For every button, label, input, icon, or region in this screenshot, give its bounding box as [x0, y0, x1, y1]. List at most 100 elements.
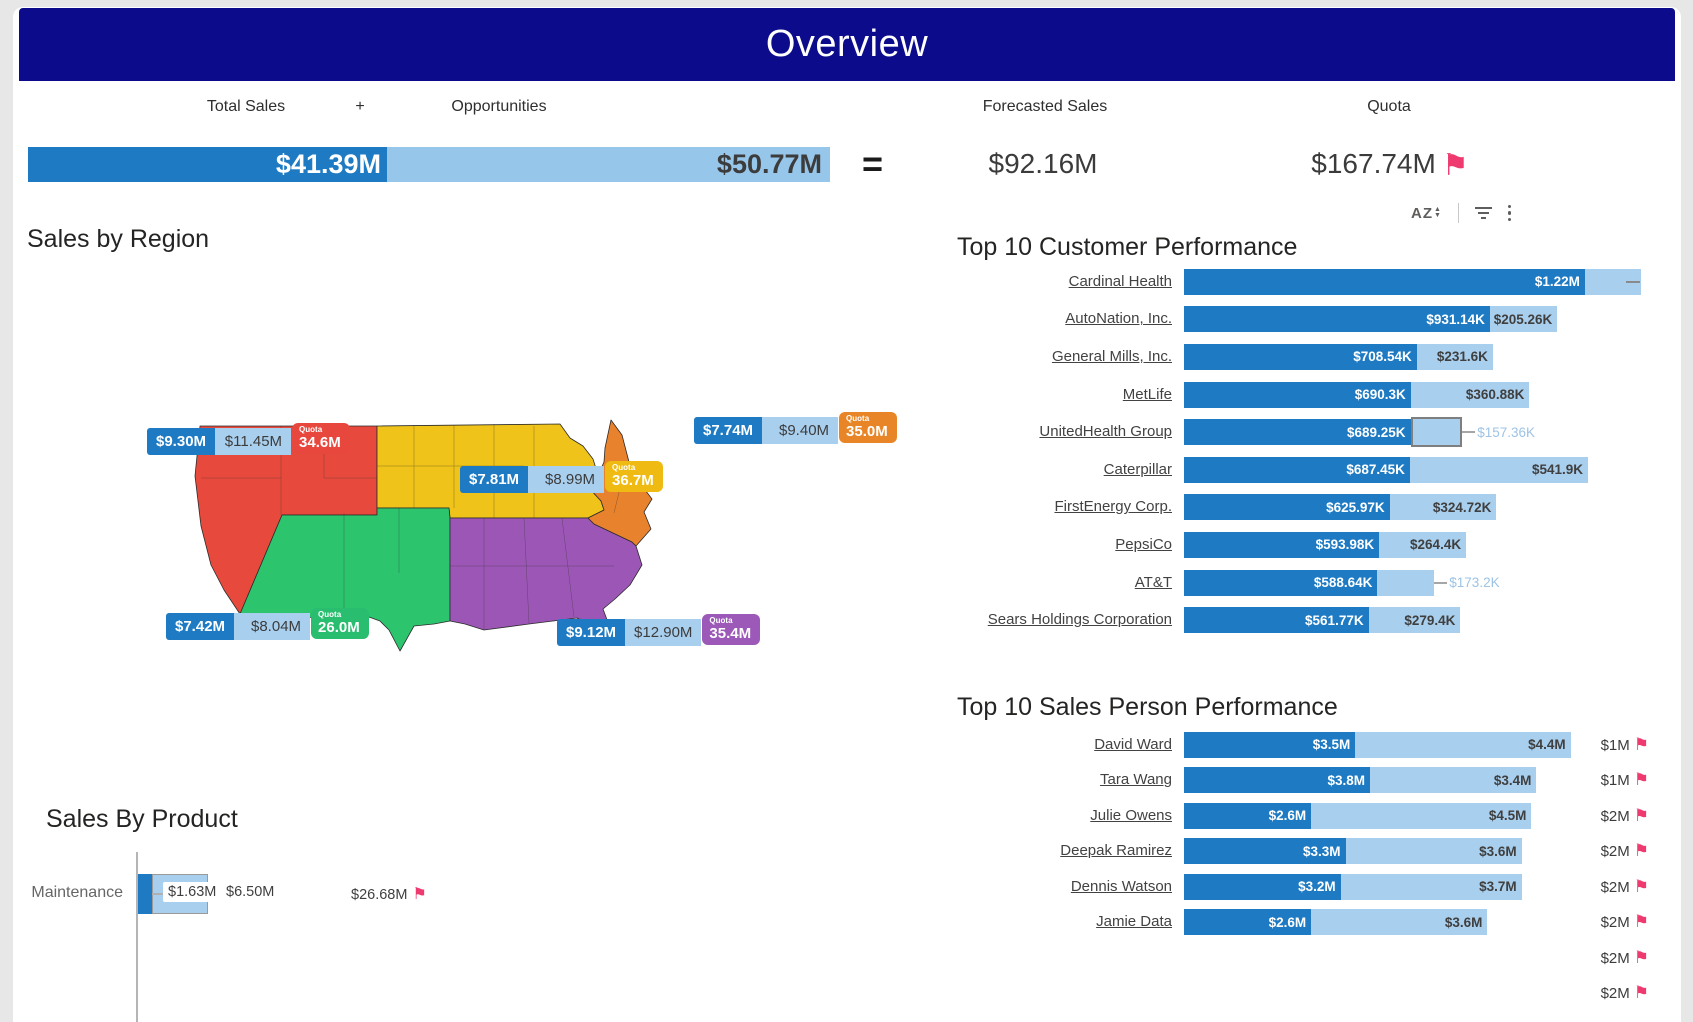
salesperson-row-name-link[interactable]: Jamie Data: [1096, 913, 1172, 931]
opportunity-bar[interactable]: $231.6K: [1416, 343, 1493, 370]
quota-flag-icon: ⚑: [1633, 770, 1649, 790]
sales-bar[interactable]: $561.77K: [1184, 607, 1369, 634]
salesperson-row-name-link[interactable]: David Ward: [1094, 735, 1172, 753]
salesperson-row-name-link[interactable]: Deepak Ramirez: [1060, 842, 1172, 860]
region-opportunities-label: $8.99M: [528, 466, 605, 493]
quota-label: $2M ⚑: [1601, 877, 1649, 897]
sales-value-label: $689.25K: [1346, 424, 1406, 440]
customer-row: General Mills, Inc. $708.54K $231.6K: [957, 338, 1663, 376]
sales-bar[interactable]: $689.25K: [1184, 419, 1411, 446]
sales-bar[interactable]: $3.8M: [1184, 767, 1370, 794]
sales-value-label: $3.2M: [1298, 879, 1336, 895]
sort-az-icon[interactable]: AZ ▲ ▼: [1411, 204, 1442, 222]
customer-row-name-link[interactable]: PepsiCo: [1115, 535, 1172, 553]
opportunity-value-label: $4.5M: [1488, 808, 1527, 824]
customer-row-name-link[interactable]: Caterpillar: [1103, 460, 1172, 478]
opportunity-bar[interactable]: $541.9K: [1409, 456, 1588, 483]
bullet-bars: $690.3K $360.88K: [1184, 381, 1530, 408]
customer-row-name-link[interactable]: General Mills, Inc.: [1051, 347, 1172, 365]
customer-row-name-link[interactable]: FirstEnergy Corp.: [1054, 498, 1172, 516]
opportunity-bar[interactable]: $324.72K: [1389, 494, 1497, 521]
customer-row-name-link[interactable]: MetLife: [1122, 385, 1172, 403]
filter-icon[interactable]: [1474, 207, 1492, 219]
sales-bar[interactable]: $690.3K: [1184, 381, 1411, 408]
sales-bar[interactable]: $1.22M: [1184, 268, 1585, 295]
sales-bar[interactable]: $593.98K: [1184, 531, 1380, 558]
sales-bar[interactable]: $3.2M: [1184, 873, 1341, 900]
opportunity-bar[interactable]: $3.7M: [1340, 873, 1522, 900]
sales-value-label: $687.45K: [1346, 462, 1405, 478]
customer-row: AT&T $588.64K $173.2K: [957, 564, 1663, 602]
quota-label: $2M ⚑: [1601, 912, 1649, 932]
opportunity-bar[interactable]: [1584, 268, 1641, 295]
region-opportunities-label: $11.45M: [215, 428, 292, 455]
region-label-south: $7.42M $8.04M Quota 26.0M: [166, 608, 370, 640]
total-sales-bar[interactable]: $41.39M: [28, 147, 387, 182]
salesperson-row: Julie Owens $2.6M $4.5M $2M ⚑: [957, 798, 1663, 834]
sales-bar[interactable]: $588.64K: [1184, 569, 1378, 596]
bullet-bars: $593.98K $264.4K: [1184, 531, 1467, 558]
customer-row: MetLife $690.3K $360.88K: [957, 376, 1663, 414]
salesperson-row-name-link[interactable]: Julie Owens: [1090, 806, 1172, 824]
sales-value-label: $3.3M: [1302, 843, 1341, 859]
quota-flag-icon: ⚑: [1633, 841, 1649, 861]
customer-row-name-link[interactable]: UnitedHealth Group: [1039, 423, 1172, 441]
sales-value-label: $690.3K: [1354, 387, 1406, 403]
opportunity-bar[interactable]: $264.4K: [1379, 531, 1467, 558]
sales-bar[interactable]: $3.3M: [1184, 838, 1346, 865]
opportunity-value-label: $541.9K: [1531, 462, 1583, 478]
quota-amount: $1M: [1600, 772, 1630, 790]
opportunity-value-label: $264.4K: [1410, 537, 1462, 553]
salesperson-row-name-link[interactable]: Tara Wang: [1100, 771, 1172, 789]
salesperson-row-name-link[interactable]: Dennis Watson: [1070, 877, 1172, 895]
customer-row-name-link[interactable]: AT&T: [1134, 573, 1172, 591]
more-options-icon[interactable]: [1507, 204, 1512, 222]
sales-value-label: $1.22M: [1534, 274, 1580, 290]
quota-label: $26.68M ⚑: [345, 882, 433, 906]
callout-line: [1462, 431, 1476, 434]
opportunity-bar[interactable]: [1377, 569, 1435, 596]
visual-toolbar: AZ ▲ ▼: [1411, 203, 1512, 223]
sales-bar[interactable]: $2.6M: [1184, 909, 1312, 936]
opportunity-bar[interactable]: $205.26K: [1489, 306, 1558, 333]
dashboard-header: Overview: [19, 8, 1675, 81]
sales-by-product-title: Sales By Product: [46, 805, 238, 833]
sales-bar[interactable]: $931.14K: [1184, 306, 1490, 333]
opportunity-bar[interactable]: [1410, 417, 1463, 448]
region-sales-label: $7.81M: [460, 466, 529, 493]
quota-value: 35.4M: [709, 625, 752, 642]
customer-row-name-link[interactable]: Cardinal Health: [1068, 272, 1172, 290]
quota-amount: $2M: [1600, 949, 1630, 967]
sales-bar[interactable]: $3.5M: [1184, 731, 1356, 758]
opportunity-bar[interactable]: $3.6M: [1345, 838, 1522, 865]
sales-bar[interactable]: $708.54K: [1184, 343, 1417, 370]
opportunity-bar[interactable]: $279.4K: [1368, 607, 1461, 634]
opportunity-bar[interactable]: $360.88K: [1410, 381, 1530, 408]
quota-amount: $1M: [1600, 736, 1630, 754]
opportunity-bar[interactable]: $3.4M: [1370, 767, 1537, 794]
customer-row-name-link[interactable]: AutoNation, Inc.: [1065, 310, 1172, 328]
quota-flag-icon: ⚑: [1441, 149, 1469, 182]
target-dash: [1625, 280, 1640, 283]
sales-bar[interactable]: [138, 874, 152, 914]
quota-value: 36.7M: [612, 472, 654, 489]
sales-bar[interactable]: $687.45K: [1184, 456, 1410, 483]
opportunity-bar[interactable]: $4.4M: [1355, 731, 1571, 758]
opportunities-bar[interactable]: $50.77M: [387, 147, 830, 182]
salesperson-row: $2M ⚑: [957, 976, 1663, 1012]
region-sales-label: $9.30M: [147, 428, 216, 455]
opportunity-bar[interactable]: $3.6M: [1311, 909, 1488, 936]
region-label-central: $7.81M $8.99M Quota 36.7M: [460, 461, 664, 493]
sales-value-label: $588.64K: [1313, 575, 1373, 591]
sales-bar[interactable]: $2.6M: [1184, 802, 1312, 829]
customer-row: PepsiCo $593.98K $264.4K: [957, 526, 1663, 564]
opportunity-bar[interactable]: $4.5M: [1311, 802, 1532, 829]
product-row: Maintenance $1.63M $6.50M $26.68M ⚑: [13, 874, 573, 914]
sales-value-label: $625.97K: [1326, 499, 1385, 515]
bullet-bars: $3.5M $4.4M: [1184, 731, 1571, 758]
region-quota-badge: Quota 36.7M: [605, 461, 664, 492]
customer-row-name-link[interactable]: Sears Holdings Corporation: [987, 611, 1172, 629]
opportunities-label: Opportunities: [451, 98, 547, 115]
sales-bar[interactable]: $625.97K: [1184, 494, 1390, 521]
opportunity-value-label: $3.6M: [1444, 914, 1483, 930]
